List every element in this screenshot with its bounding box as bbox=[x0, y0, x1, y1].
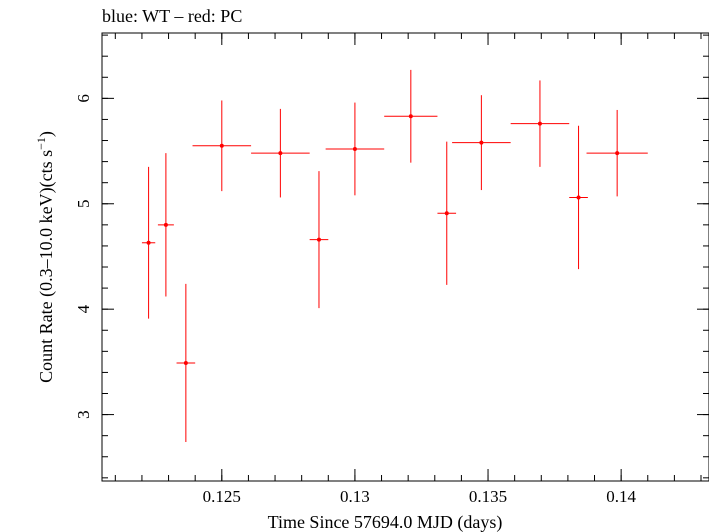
data-point bbox=[384, 69, 438, 163]
data-point bbox=[309, 171, 329, 309]
point-marker bbox=[352, 146, 357, 151]
y-tick-label: 3 bbox=[74, 410, 93, 419]
data-point bbox=[510, 80, 570, 167]
y-axis-label-main: Count Rate (0.3–10.0 keV)(cts s bbox=[36, 150, 57, 383]
data-point bbox=[192, 100, 252, 192]
point-marker bbox=[146, 240, 151, 245]
data-point bbox=[325, 102, 385, 196]
data-point bbox=[586, 109, 648, 197]
point-marker bbox=[444, 211, 449, 216]
x-axis-label: Time Since 57694.0 MJD (days) bbox=[268, 512, 503, 532]
point-marker bbox=[316, 237, 321, 242]
data-point bbox=[251, 108, 310, 198]
y-axis-label-close: ) bbox=[36, 131, 57, 137]
data-points bbox=[141, 69, 648, 442]
x-tick-labels: 0.125 0.13 0.135 0.14 bbox=[203, 487, 637, 506]
plot-frame bbox=[101, 32, 709, 482]
x-tick-label: 0.13 bbox=[340, 487, 370, 506]
point-marker bbox=[537, 121, 542, 126]
point-marker bbox=[163, 222, 168, 227]
point-marker bbox=[479, 140, 484, 145]
x-tick-label: 0.125 bbox=[203, 487, 241, 506]
y-axis-label-exponent: −1 bbox=[34, 137, 48, 150]
x-tick-label: 0.135 bbox=[469, 487, 507, 506]
point-marker bbox=[183, 360, 188, 365]
y-tick-label: 6 bbox=[74, 94, 93, 103]
data-point bbox=[452, 95, 511, 191]
point-marker bbox=[408, 114, 413, 119]
x-tick-label: 0.14 bbox=[606, 487, 636, 506]
point-marker bbox=[576, 195, 581, 200]
point-marker bbox=[278, 151, 283, 156]
y-tick-label: 5 bbox=[74, 200, 93, 209]
y-tick-label: 4 bbox=[74, 304, 93, 313]
point-marker bbox=[615, 151, 620, 156]
point-marker bbox=[219, 143, 224, 148]
data-point bbox=[157, 153, 174, 297]
data-point bbox=[437, 141, 457, 285]
data-point bbox=[176, 283, 196, 442]
axis-ticks bbox=[102, 33, 709, 481]
y-axis-label: Count Rate (0.3–10.0 keV)(cts s−1) bbox=[34, 131, 57, 383]
data-point bbox=[141, 166, 156, 319]
data-point bbox=[569, 125, 588, 270]
chart-title: blue: WT – red: PC bbox=[102, 6, 242, 26]
y-tick-labels: 3 4 5 6 bbox=[74, 94, 93, 419]
